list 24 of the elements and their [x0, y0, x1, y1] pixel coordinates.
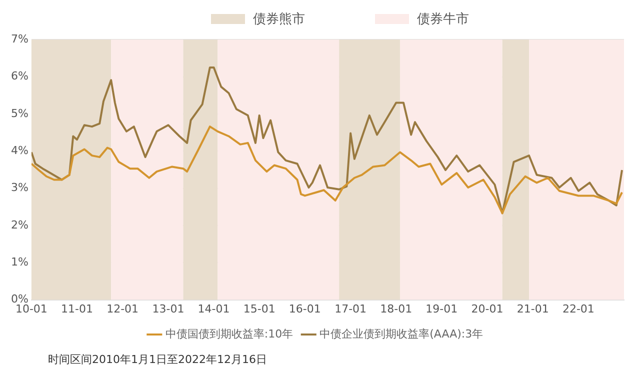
y-tick-label: 5% — [11, 106, 28, 120]
y-tick-label: 2% — [11, 218, 28, 232]
x-tick-label: 21-01 — [516, 302, 549, 316]
legend-label: 中债企业债到期收益率(AAA):3年 — [320, 327, 484, 340]
y-tick-label: 1% — [11, 255, 28, 268]
x-tick-label: 13-01 — [152, 302, 184, 316]
x-tick-label: 22-01 — [562, 302, 594, 316]
text: 时间区间2010年1月1日至2022年12月16日 — [48, 352, 268, 367]
legend-label: 中债国债到期收益率:10年 — [165, 327, 294, 340]
x-tick-label: 16-01 — [288, 302, 321, 316]
x-tick-label: 15-01 — [243, 302, 276, 316]
x-tick-label: 18-01 — [380, 302, 412, 316]
x-tick-label: 12-01 — [106, 302, 139, 316]
y-tick-label: 6% — [11, 70, 28, 83]
y-tick-label: 4% — [11, 144, 28, 157]
x-tick-label: 20-01 — [471, 302, 504, 316]
legend-label: 债券牛市 — [417, 11, 469, 28]
y-tick-label: 7% — [11, 32, 28, 46]
x-tick-label: 19-01 — [426, 302, 458, 316]
x-tick-label: 14-01 — [198, 302, 230, 316]
x-tick-label: 17-01 — [334, 302, 367, 316]
y-tick-label: 3% — [11, 181, 28, 194]
legend-label: 债券熊市 — [253, 11, 305, 28]
x-tick-label: 11-01 — [61, 302, 93, 316]
